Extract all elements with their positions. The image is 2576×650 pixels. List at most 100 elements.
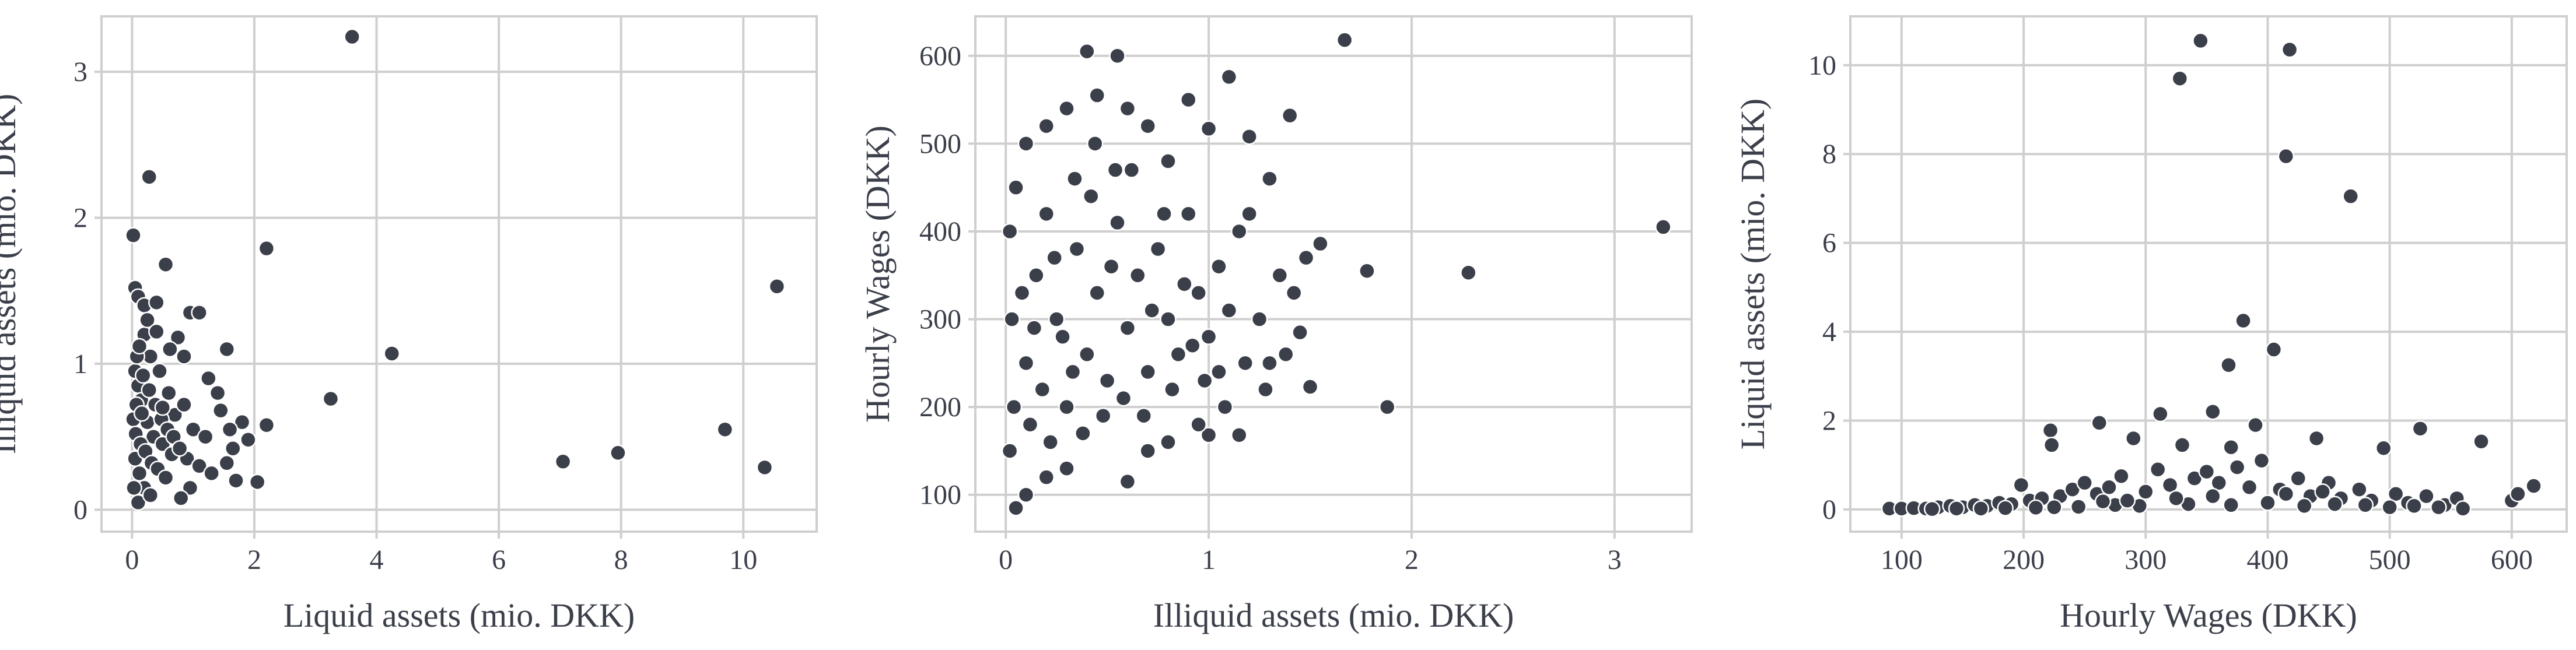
data-point bbox=[1119, 319, 1136, 336]
data-point bbox=[1005, 398, 1023, 416]
data-point bbox=[1079, 43, 1096, 60]
data-point bbox=[2473, 433, 2490, 450]
y-tick-label: 0 bbox=[1822, 494, 1836, 525]
data-point bbox=[1923, 500, 1941, 518]
data-point bbox=[2076, 474, 2093, 491]
data-point bbox=[2222, 497, 2239, 514]
data-point bbox=[221, 421, 239, 438]
data-point bbox=[768, 278, 786, 295]
plot-frame bbox=[974, 15, 1693, 533]
data-point bbox=[249, 473, 266, 491]
x-tick-label: 1 bbox=[1202, 544, 1216, 575]
data-point bbox=[1230, 427, 1248, 444]
data-point bbox=[2418, 487, 2435, 505]
data-point bbox=[1119, 473, 1136, 490]
y-axis-label: Hourly Wages (DKK) bbox=[859, 125, 897, 423]
data-point bbox=[1086, 135, 1104, 152]
data-point bbox=[2277, 485, 2295, 503]
data-point bbox=[2247, 416, 2264, 434]
data-point bbox=[1042, 434, 1059, 451]
data-point bbox=[135, 367, 152, 384]
data-point bbox=[2046, 498, 2063, 516]
x-tick-label: 10 bbox=[729, 544, 757, 575]
data-point bbox=[191, 304, 208, 321]
data-point bbox=[1180, 91, 1197, 108]
data-point bbox=[172, 490, 190, 507]
data-point bbox=[157, 256, 174, 273]
data-point bbox=[2027, 499, 2045, 517]
data-point bbox=[1460, 264, 1477, 281]
data-point bbox=[2265, 341, 2283, 358]
data-point bbox=[2253, 452, 2270, 469]
y-tick-label: 2 bbox=[1822, 405, 1836, 436]
data-point bbox=[1139, 363, 1156, 381]
x-tick-label: 300 bbox=[2124, 544, 2166, 575]
data-point bbox=[1068, 240, 1086, 258]
y-tick-label: 6 bbox=[1822, 228, 1836, 259]
y-tick-label: 2 bbox=[74, 203, 88, 234]
data-point bbox=[1220, 302, 1238, 319]
data-point bbox=[1160, 153, 1177, 170]
data-point bbox=[2125, 430, 2142, 447]
data-point bbox=[2070, 498, 2087, 515]
data-point bbox=[1210, 363, 1227, 381]
data-point bbox=[2357, 497, 2374, 514]
data-point bbox=[1017, 135, 1035, 152]
data-point bbox=[2220, 356, 2237, 374]
data-point bbox=[383, 345, 400, 362]
data-point bbox=[1007, 500, 1024, 517]
data-point bbox=[2119, 492, 2136, 509]
data-point bbox=[2308, 430, 2325, 447]
y-axis-label: Illiquid assets (mio. DKK) bbox=[0, 94, 23, 455]
data-point bbox=[2113, 468, 2130, 484]
data-point bbox=[2430, 498, 2447, 516]
data-point bbox=[1230, 223, 1248, 240]
y-axis-label: Liquid assets (mio. DKK) bbox=[1734, 99, 1772, 450]
data-point bbox=[2091, 414, 2108, 431]
data-point bbox=[233, 413, 251, 431]
data-point bbox=[2161, 476, 2179, 494]
data-point bbox=[191, 458, 208, 475]
data-point bbox=[1013, 284, 1031, 301]
data-point bbox=[1038, 469, 1055, 486]
data-point bbox=[162, 340, 178, 358]
data-point bbox=[2222, 438, 2239, 456]
panel-illiquid-vs-wages: 0 1 2 3 100 200 300 400 500 600 Illiquid assets (m… bbox=[859, 15, 1693, 634]
data-point bbox=[322, 390, 340, 407]
y-tick-label: 100 bbox=[919, 480, 961, 511]
data-point bbox=[125, 227, 142, 244]
data-point bbox=[2525, 477, 2542, 494]
data-point bbox=[1079, 346, 1096, 363]
plot-frame bbox=[1849, 15, 2568, 533]
data-point bbox=[1098, 372, 1116, 389]
data-point bbox=[2192, 32, 2209, 50]
x-tick-label: 3 bbox=[1608, 544, 1622, 575]
data-point bbox=[2013, 476, 2030, 494]
data-point bbox=[1997, 500, 2014, 517]
panel-wages-vs-liquid: 100 200 300 400 500 600 0 2 4 6 8 10 Hourly Wages (D… bbox=[1734, 15, 2568, 634]
data-point bbox=[1038, 205, 1055, 223]
y-tick-label: 3 bbox=[74, 57, 88, 87]
data-point bbox=[344, 28, 360, 45]
data-point bbox=[203, 465, 220, 482]
y-tick-label: 600 bbox=[919, 41, 961, 72]
data-point bbox=[1054, 328, 1071, 345]
data-point bbox=[1378, 398, 1396, 416]
y-tick-label: 4 bbox=[1822, 317, 1836, 347]
data-point bbox=[1017, 486, 1035, 503]
data-point bbox=[2152, 405, 2169, 423]
data-point bbox=[1312, 235, 1329, 252]
data-point bbox=[2387, 485, 2404, 503]
data-point bbox=[2198, 463, 2216, 480]
data-point bbox=[2171, 70, 2189, 87]
data-point bbox=[1088, 284, 1105, 301]
data-point bbox=[554, 453, 572, 470]
data-point bbox=[1160, 311, 1177, 328]
data-point bbox=[200, 370, 217, 387]
x-tick-label: 2 bbox=[1405, 544, 1419, 575]
data-point bbox=[197, 428, 214, 445]
data-point bbox=[258, 416, 275, 434]
y-tick-label: 500 bbox=[919, 128, 961, 159]
x-tick-label: 0 bbox=[999, 544, 1013, 575]
x-tick-label: 500 bbox=[2369, 544, 2411, 575]
